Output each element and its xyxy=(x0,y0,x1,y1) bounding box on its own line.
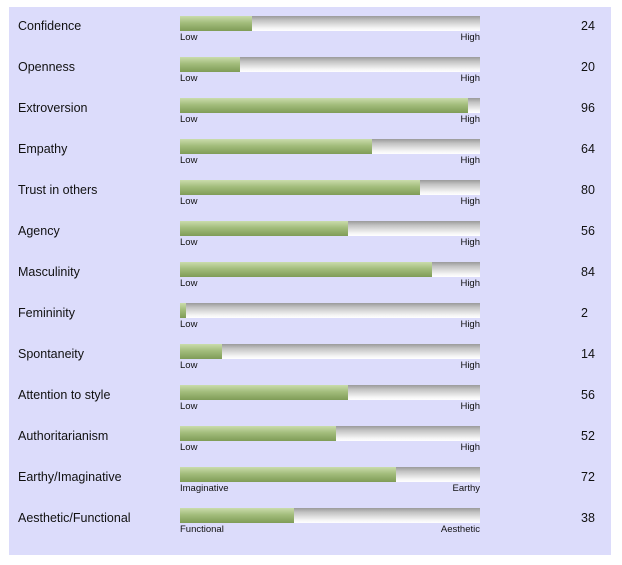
trait-score: 24 xyxy=(581,19,595,33)
trait-bar-track xyxy=(180,385,480,400)
trait-bar-fill xyxy=(180,139,372,154)
trait-bar-track xyxy=(180,426,480,441)
scale-high-label: High xyxy=(460,237,480,248)
trait-bar-fill xyxy=(180,426,336,441)
scale-high-label: High xyxy=(460,73,480,84)
trait-label: Trust in others xyxy=(18,183,98,197)
trait-label: Masculinity xyxy=(18,265,80,279)
scale-high-label: High xyxy=(460,32,480,43)
trait-row: Extroversion Low High 96 xyxy=(9,98,611,139)
trait-row: Attention to style Low High 56 xyxy=(9,385,611,426)
scale-low-label: Low xyxy=(180,114,198,125)
trait-profile-panel: Confidence Low High 24 Openness Low High 20 Extr… xyxy=(9,7,611,555)
scale-low-label: Low xyxy=(180,401,198,412)
trait-row: Earthy/Imaginative Imaginative Earthy 72 xyxy=(9,467,611,508)
trait-bar-fill xyxy=(180,16,252,31)
scale-high-label: High xyxy=(460,114,480,125)
trait-row: Masculinity Low High 84 xyxy=(9,262,611,303)
trait-row: Spontaneity Low High 14 xyxy=(9,344,611,385)
trait-bar-track xyxy=(180,57,480,72)
trait-bar-fill xyxy=(180,467,396,482)
trait-row: Aesthetic/Functional Functional Aesthetic 3… xyxy=(9,508,611,549)
trait-score: 14 xyxy=(581,347,595,361)
scale-high-label: High xyxy=(460,401,480,412)
trait-label: Empathy xyxy=(18,142,68,156)
trait-bar-fill xyxy=(180,98,468,113)
trait-bar-track xyxy=(180,467,480,482)
trait-score: 80 xyxy=(581,183,595,197)
trait-score: 2 xyxy=(581,306,588,320)
trait-bar-track xyxy=(180,303,480,318)
trait-label: Attention to style xyxy=(18,388,111,402)
trait-label: Confidence xyxy=(18,19,82,33)
trait-bar-fill xyxy=(180,180,420,195)
scale-low-label: Functional xyxy=(180,524,224,535)
trait-row: Openness Low High 20 xyxy=(9,57,611,98)
scale-high-label: High xyxy=(460,360,480,371)
trait-label: Openness xyxy=(18,60,75,74)
scale-high-label: High xyxy=(460,278,480,289)
trait-score: 96 xyxy=(581,101,595,115)
trait-label: Agency xyxy=(18,224,60,238)
scale-high-label: High xyxy=(460,196,480,207)
trait-row: Authoritarianism Low High 52 xyxy=(9,426,611,467)
scale-low-label: Low xyxy=(180,196,198,207)
trait-label: Femininity xyxy=(18,306,75,320)
trait-label: Earthy/Imaginative xyxy=(18,470,122,484)
scale-low-label: Low xyxy=(180,278,198,289)
trait-bar-fill xyxy=(180,385,348,400)
trait-score: 64 xyxy=(581,142,595,156)
scale-low-label: Low xyxy=(180,360,198,371)
trait-label: Extroversion xyxy=(18,101,88,115)
scale-low-label: Low xyxy=(180,32,198,43)
trait-bar-track xyxy=(180,16,480,31)
trait-bar-track xyxy=(180,262,480,277)
trait-bar-track xyxy=(180,180,480,195)
trait-bar-fill xyxy=(180,344,222,359)
scale-high-label: Aesthetic xyxy=(440,524,480,535)
trait-row: Empathy Low High 64 xyxy=(9,139,611,180)
trait-bar-track xyxy=(180,98,480,113)
trait-score: 84 xyxy=(581,265,595,279)
trait-bar-track xyxy=(180,221,480,236)
scale-high-label: High xyxy=(460,442,480,453)
scale-low-label: Imaginative xyxy=(180,483,229,494)
trait-bar-fill xyxy=(180,57,240,72)
scale-low-label: Low xyxy=(180,237,198,248)
scale-high-label: High xyxy=(460,319,480,330)
trait-score: 72 xyxy=(581,470,595,484)
trait-score: 56 xyxy=(581,388,595,402)
trait-score: 20 xyxy=(581,60,595,74)
trait-list: Confidence Low High 24 Openness Low High 20 Extr… xyxy=(9,16,611,549)
scale-high-label: Earthy xyxy=(452,483,480,494)
trait-score: 56 xyxy=(581,224,595,238)
trait-bar-fill xyxy=(180,262,432,277)
trait-bar-track xyxy=(180,139,480,154)
scale-high-label: High xyxy=(460,155,480,166)
trait-row: Femininity Low High 2 xyxy=(9,303,611,344)
trait-bar-track xyxy=(180,508,480,523)
trait-row: Confidence Low High 24 xyxy=(9,16,611,57)
trait-label: Spontaneity xyxy=(18,347,85,361)
scale-low-label: Low xyxy=(180,319,198,330)
trait-score: 38 xyxy=(581,511,595,525)
trait-label: Authoritarianism xyxy=(18,429,109,443)
scale-low-label: Low xyxy=(180,442,198,453)
scale-low-label: Low xyxy=(180,155,198,166)
scale-low-label: Low xyxy=(180,73,198,84)
trait-row: Trust in others Low High 80 xyxy=(9,180,611,221)
trait-bar-track xyxy=(180,344,480,359)
trait-bar-fill xyxy=(180,508,294,523)
trait-label: Aesthetic/Functional xyxy=(18,511,131,525)
trait-score: 52 xyxy=(581,429,595,443)
trait-bar-fill xyxy=(180,221,348,236)
trait-bar-fill xyxy=(180,303,186,318)
trait-row: Agency Low High 56 xyxy=(9,221,611,262)
